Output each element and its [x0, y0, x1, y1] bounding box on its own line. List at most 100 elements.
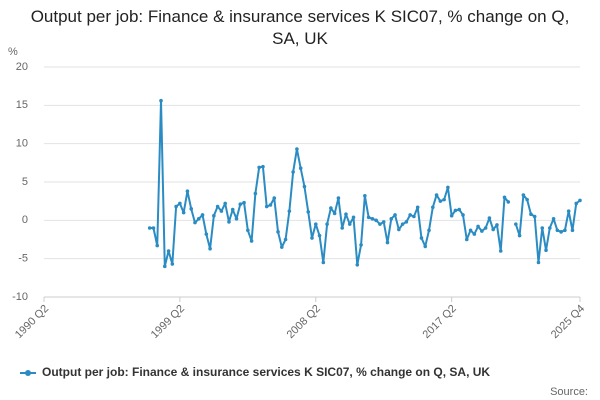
point — [578, 198, 582, 203]
x-tick-label: 2008 Q2 — [285, 303, 323, 341]
point — [234, 217, 239, 221]
x-tick-label: 1990 Q2 — [13, 303, 51, 341]
point — [166, 249, 171, 253]
point — [521, 193, 526, 197]
point — [268, 203, 273, 207]
point — [351, 215, 356, 220]
point — [449, 213, 454, 218]
point — [540, 226, 545, 230]
point — [412, 214, 416, 219]
point — [548, 226, 552, 230]
point — [480, 229, 484, 233]
point — [155, 243, 160, 248]
point — [389, 217, 394, 221]
point — [257, 165, 261, 170]
point — [181, 210, 186, 215]
point — [532, 214, 537, 219]
point — [298, 166, 303, 170]
point — [159, 98, 163, 103]
source: Source: — [550, 386, 588, 398]
point — [408, 213, 412, 217]
point — [329, 206, 333, 210]
point — [438, 199, 443, 203]
point — [529, 212, 533, 216]
point — [397, 227, 401, 232]
point — [483, 226, 488, 230]
point — [502, 195, 507, 200]
point — [212, 213, 216, 218]
point — [264, 204, 269, 209]
point — [147, 226, 152, 230]
point — [434, 193, 439, 197]
point — [487, 216, 492, 220]
point — [570, 228, 575, 233]
point — [374, 218, 378, 223]
point — [404, 220, 409, 224]
point — [162, 264, 167, 269]
point — [347, 222, 352, 226]
point — [261, 164, 265, 169]
point — [332, 211, 337, 216]
point — [563, 228, 567, 233]
point — [302, 184, 307, 189]
point — [514, 222, 518, 226]
point — [461, 213, 465, 217]
point — [215, 204, 220, 209]
point — [491, 227, 495, 232]
point — [472, 232, 477, 236]
point — [340, 226, 344, 230]
point — [363, 194, 367, 198]
point — [525, 197, 529, 202]
point — [555, 228, 560, 233]
point — [313, 222, 318, 226]
point — [464, 237, 469, 242]
point — [276, 230, 280, 234]
point — [208, 246, 212, 251]
y-axis-label: % — [8, 46, 18, 58]
x-tick-label: 2025 Q4 — [549, 303, 587, 341]
point — [249, 239, 254, 243]
point — [321, 260, 326, 265]
y-tick-label: 5 — [22, 176, 28, 188]
point — [378, 222, 382, 226]
point — [227, 220, 231, 224]
y-tick-label: 20 — [16, 61, 28, 73]
point — [283, 237, 288, 242]
point — [185, 189, 190, 193]
x-tick-label: 2017 Q2 — [421, 303, 459, 341]
point — [495, 223, 499, 227]
point — [359, 243, 363, 247]
point — [415, 205, 420, 210]
point — [295, 147, 299, 151]
point — [196, 217, 201, 221]
point — [287, 209, 292, 213]
point — [370, 217, 375, 221]
point — [223, 201, 227, 206]
point — [423, 244, 428, 249]
point — [400, 222, 405, 226]
y-tick-label: -10 — [12, 291, 28, 303]
y-tick-label: -5 — [18, 253, 28, 265]
point — [442, 197, 446, 202]
point — [574, 201, 579, 206]
point — [189, 207, 194, 211]
point — [325, 222, 329, 226]
point — [178, 201, 182, 206]
point — [544, 248, 548, 253]
y-tick-label: 0 — [22, 214, 28, 226]
point — [506, 200, 511, 204]
point — [253, 191, 258, 196]
point — [219, 209, 224, 213]
point — [336, 196, 341, 200]
y-tick-label: 10 — [16, 138, 28, 150]
point — [476, 224, 480, 229]
point — [193, 220, 197, 225]
point — [427, 228, 431, 233]
y-tick-label: 15 — [16, 99, 28, 111]
point — [291, 170, 295, 174]
point — [317, 233, 322, 238]
legend-marker — [25, 370, 31, 376]
point — [536, 260, 541, 265]
point — [200, 213, 205, 217]
point — [242, 200, 246, 205]
